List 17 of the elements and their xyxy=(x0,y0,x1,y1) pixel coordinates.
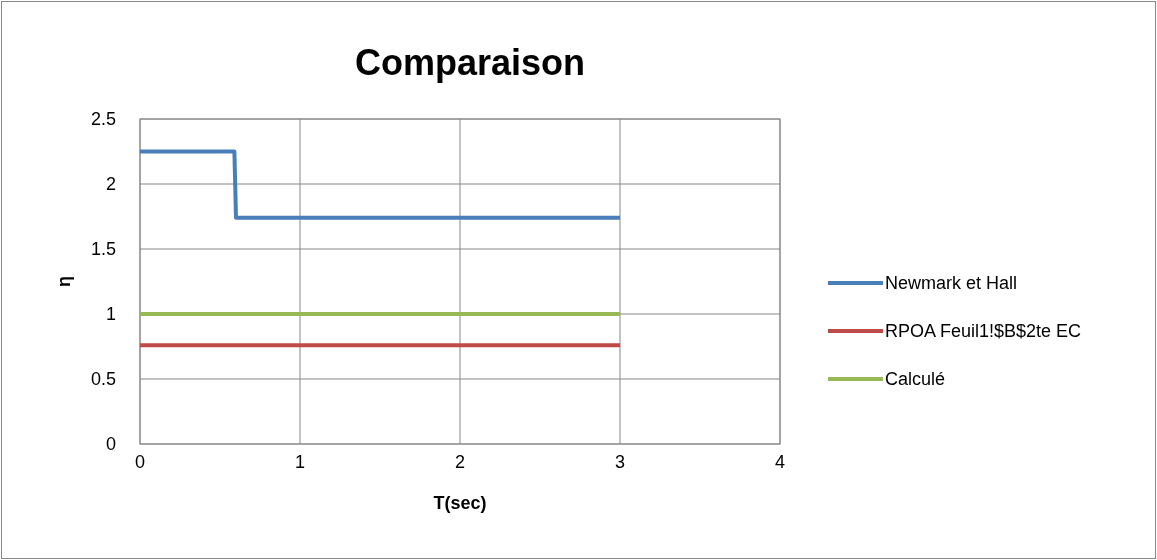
y-tick-label: 1 xyxy=(105,304,116,324)
x-tick-label: 3 xyxy=(614,452,626,472)
x-tick-label: 4 xyxy=(774,452,786,472)
y-axis-title: η xyxy=(54,276,74,287)
legend-label: RPOA Feuil1!$B$2te EC xyxy=(885,321,1082,341)
chart-title: Comparaison xyxy=(354,42,586,83)
x-tick-label: 0 xyxy=(134,452,146,472)
y-tick-label: 1.5 xyxy=(90,239,116,259)
x-tick-label: 1 xyxy=(294,452,306,472)
x-axis-title: T(sec) xyxy=(433,493,487,513)
y-tick-label: 0 xyxy=(105,434,116,454)
y-tick-label: 0.5 xyxy=(90,369,116,389)
x-tick-label: 2 xyxy=(454,452,466,472)
y-tick-label: 2 xyxy=(105,174,116,194)
y-tick-label: 2.5 xyxy=(90,109,116,129)
legend-label: Newmark et Hall xyxy=(885,273,1018,293)
legend-label: Calculé xyxy=(885,369,946,389)
